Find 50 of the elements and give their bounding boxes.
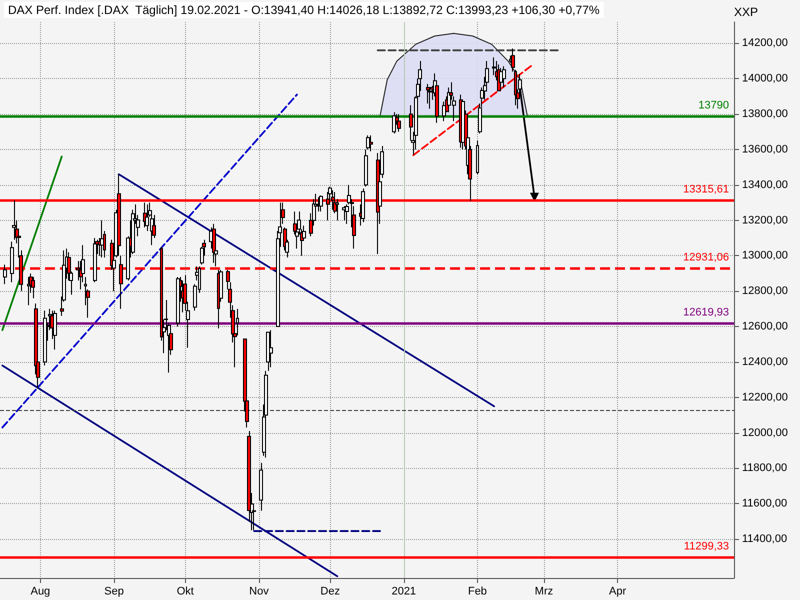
y-tick-label: 13600,00: [742, 143, 788, 156]
x-tick-label: Aug: [30, 586, 50, 598]
y-tick-label: 13800,00: [742, 108, 788, 120]
x-tick-label: Apr: [609, 586, 626, 598]
y-tick-label: 12800,00: [742, 285, 788, 298]
candlestick: [476, 140, 479, 175]
candlestick: [93, 238, 97, 283]
ref-line-label: 11299,33: [684, 540, 729, 552]
y-tick-label: 12600,00: [742, 320, 788, 333]
ref-line-label: 13790: [698, 99, 729, 112]
candlestick: [366, 134, 370, 150]
ref-line-label: 12931,06: [683, 251, 729, 264]
y-tick-label: 11600,00: [742, 498, 788, 510]
candlestick: [502, 66, 506, 88]
candlestick: [176, 276, 180, 328]
candlestick: [259, 462, 263, 512]
candlestick: [269, 330, 273, 368]
x-tick-label: 2021: [392, 586, 416, 598]
candlestick: [12, 200, 16, 240]
candlestick: [3, 264, 7, 285]
x-tick-label: Mrz: [534, 586, 554, 598]
x-tick-label: Dez: [320, 586, 340, 598]
candlestick: [264, 370, 268, 458]
ref-line-label: 12619,93: [683, 306, 729, 319]
candlestick: [364, 148, 368, 188]
candlestick: [10, 241, 14, 283]
x-tick-label: Okt: [176, 586, 194, 598]
y-tick-label: 11400,00: [742, 533, 788, 546]
x-tick-label: Feb: [468, 586, 487, 598]
x-tick-label: Nov: [249, 586, 270, 598]
y-tick-label: 12200,00: [742, 391, 788, 404]
candlestick: [361, 188, 365, 223]
candlestick: [369, 134, 373, 152]
candlestick: [266, 331, 270, 372]
y-tick-label: 14000,00: [742, 72, 788, 85]
y-tick-label: 12400,00: [742, 356, 788, 368]
candlestick: [212, 223, 216, 264]
y-axis-title: XXP: [734, 5, 758, 19]
y-tick-label: 13200,00: [742, 214, 788, 226]
y-tick-label: 12000,00: [742, 426, 788, 439]
candlestick: [342, 206, 346, 221]
x-tick-label: Sep: [104, 586, 124, 598]
candlestick: [43, 310, 47, 366]
ref-line-label: 13315,61: [683, 183, 729, 196]
y-tick-label: 14200,00: [742, 37, 788, 50]
y-tick-label: 13000,00: [742, 250, 788, 262]
candlestick: [100, 220, 104, 258]
y-tick-label: 11800,00: [742, 462, 788, 474]
y-tick-label: 13400,00: [742, 178, 788, 191]
chart-title: DAX Perf. Index [.DAX Täglich] 19.02.2021 - O:13941,40 H:14026,18 L:13892,72 C:13993,23 +106,30 +0,77%: [8, 3, 600, 17]
